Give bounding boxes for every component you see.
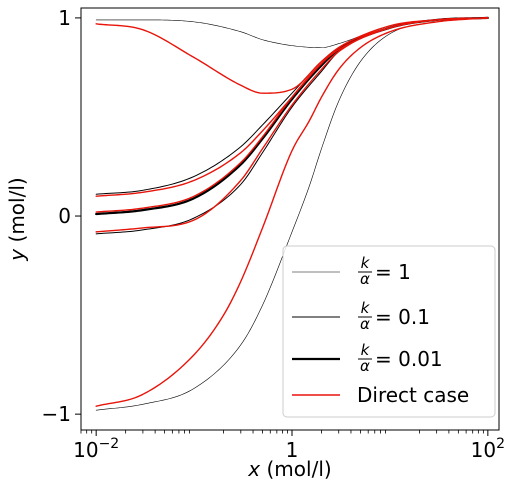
x-axis-label-unit: (mol/l) bbox=[260, 457, 332, 481]
series-line-3 bbox=[95, 17, 489, 235]
legend-frac-den-1: α bbox=[360, 315, 370, 333]
legend-frac-num-2: k bbox=[361, 341, 371, 359]
legend-box bbox=[282, 245, 496, 418]
x-tick-label-2: 102 bbox=[471, 436, 505, 462]
legend-frac-den-0: α bbox=[360, 270, 370, 288]
y-axis-label-unit: (mol/l) bbox=[5, 177, 29, 249]
ticks-layer: 10−2 1 102 −1 0 1 bbox=[42, 6, 506, 462]
y-tick-label-2: 1 bbox=[58, 6, 71, 30]
x-tick-label-1: 1 bbox=[286, 438, 299, 462]
legend-label-3: Direct case bbox=[357, 383, 469, 407]
series-line-8 bbox=[95, 17, 489, 233]
y-tick-label-0: −1 bbox=[42, 402, 71, 426]
series-line-9 bbox=[95, 17, 489, 213]
series-line-6 bbox=[95, 17, 489, 407]
x-axis-label: x (mol/l) bbox=[247, 457, 331, 481]
y-tick-label-1: 0 bbox=[58, 204, 71, 228]
legend-frac-den-2: α bbox=[360, 357, 370, 375]
series-line-5 bbox=[95, 17, 489, 94]
legend-frac-num-0: k bbox=[361, 254, 371, 272]
plot-frame bbox=[80, 7, 500, 431]
series-layer bbox=[95, 16, 489, 411]
legend-value-1: = 0.1 bbox=[375, 305, 430, 329]
legend-value-2: = 0.01 bbox=[375, 347, 443, 371]
y-axis-label-var: y bbox=[5, 248, 29, 262]
x-axis-label-var: x bbox=[247, 457, 260, 481]
axis-labels: x (mol/l) y (mol/l) bbox=[5, 177, 332, 481]
legend-value-0: = 1 bbox=[375, 260, 411, 284]
x-tick-label-0: 10−2 bbox=[73, 436, 119, 462]
series-line-4 bbox=[95, 16, 489, 216]
legend-frac-num-1: k bbox=[361, 299, 371, 317]
y-axis-label: y (mol/l) bbox=[5, 177, 29, 261]
